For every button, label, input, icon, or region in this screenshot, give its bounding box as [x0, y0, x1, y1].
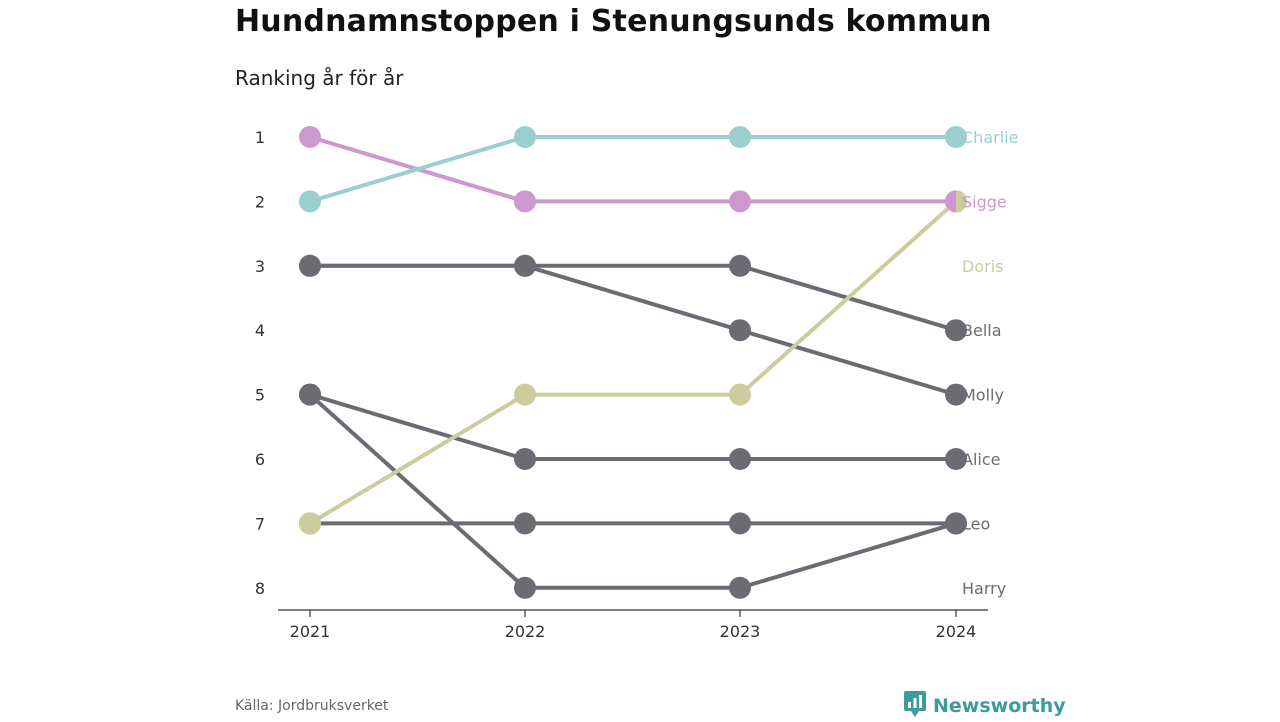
end-labels: Charlie Sigge Doris Bella Molly Alice Leo Harry [962, 128, 1018, 598]
series-line-harry [308, 393, 957, 590]
data-point-sigge-2023[interactable] [729, 190, 751, 213]
brand-name: Newsworthy [933, 695, 1066, 717]
bump-chart: 2021 2022 2023 2024 1 2 3 4 5 6 7 8 Charlie Sigge Do… [255, 126, 1018, 641]
end-label-charlie: Charlie [962, 128, 1018, 147]
data-point-charlie-2024[interactable] [945, 126, 967, 148]
data-point-sigge-2022[interactable] [514, 190, 536, 213]
x-tick-label: 2023 [720, 622, 761, 641]
series-line-alice [309, 392, 956, 461]
data-point-leo-2022[interactable] [514, 512, 536, 535]
data-point-doris-2022[interactable] [514, 383, 536, 406]
x-tick-label: 2021 [290, 622, 331, 641]
data-point-harry-2024[interactable] [945, 512, 967, 535]
data-point-doris-2023[interactable] [729, 383, 751, 406]
y-tick-label: 7 [255, 514, 265, 533]
brand-logo[interactable]: Newsworthy [903, 690, 1066, 722]
data-point-harry-2022[interactable] [514, 576, 536, 599]
data-point-molly-2024[interactable] [945, 383, 967, 406]
x-tick-label: 2022 [505, 622, 546, 641]
chart-subtitle: Ranking år för år [235, 66, 404, 90]
end-label-bella: Bella [962, 321, 1002, 340]
data-point-alice-2022[interactable] [514, 448, 536, 470]
data-point-alice-2023[interactable] [729, 448, 751, 470]
y-tick-label: 4 [255, 321, 265, 340]
data-point-sigge-2024-half [945, 190, 956, 213]
end-label-leo: Leo [962, 514, 990, 533]
end-label-sigge: Sigge [962, 192, 1007, 211]
y-tick-label: 8 [255, 579, 265, 598]
data-point-charlie-2021[interactable] [299, 190, 321, 213]
chart-title: Hundnamnstoppen i Stenungsunds kommun [235, 4, 992, 39]
end-label-doris: Doris [962, 257, 1003, 276]
source-note: Källa: Jordbruksverket [235, 698, 389, 714]
x-axis: 2021 2022 2023 2024 [278, 609, 988, 641]
data-point-harry-2021[interactable] [299, 383, 321, 406]
data-point-doris-2021-half [299, 512, 310, 535]
data-point-charlie-2023[interactable] [729, 126, 751, 148]
series-line-molly [310, 263, 957, 397]
data-point-molly-2021[interactable] [299, 254, 321, 277]
data-point-bella-2023[interactable] [729, 254, 751, 277]
x-tick-label: 2024 [936, 622, 977, 641]
y-tick-label: 5 [255, 386, 265, 405]
data-point-molly-2022[interactable] [514, 254, 536, 277]
y-axis: 1 2 3 4 5 6 7 8 [255, 128, 265, 598]
series-line-charlie [309, 135, 956, 204]
y-tick-label: 1 [255, 128, 265, 147]
data-point-sigge-2021[interactable] [299, 126, 321, 148]
y-tick-label: 2 [255, 192, 265, 211]
end-label-harry: Harry [962, 579, 1006, 598]
series-line-doris [308, 199, 958, 526]
data-point-harry-2023[interactable] [729, 576, 751, 599]
data-point-doris-2024-half [955, 190, 968, 213]
data-point-molly-2023[interactable] [729, 319, 751, 342]
data-point-leo-2023[interactable] [729, 512, 751, 535]
series-layer [299, 126, 968, 599]
data-point-bella-2024[interactable] [945, 319, 967, 342]
end-label-alice: Alice [962, 450, 1000, 469]
data-point-alice-2024[interactable] [945, 448, 967, 470]
newsworthy-logo-icon [903, 690, 927, 722]
series-line-sigge [309, 135, 956, 204]
y-tick-label: 6 [255, 450, 265, 469]
data-point-charlie-2022[interactable] [514, 126, 536, 148]
end-label-molly: Molly [962, 386, 1004, 405]
y-tick-label: 3 [255, 257, 265, 276]
